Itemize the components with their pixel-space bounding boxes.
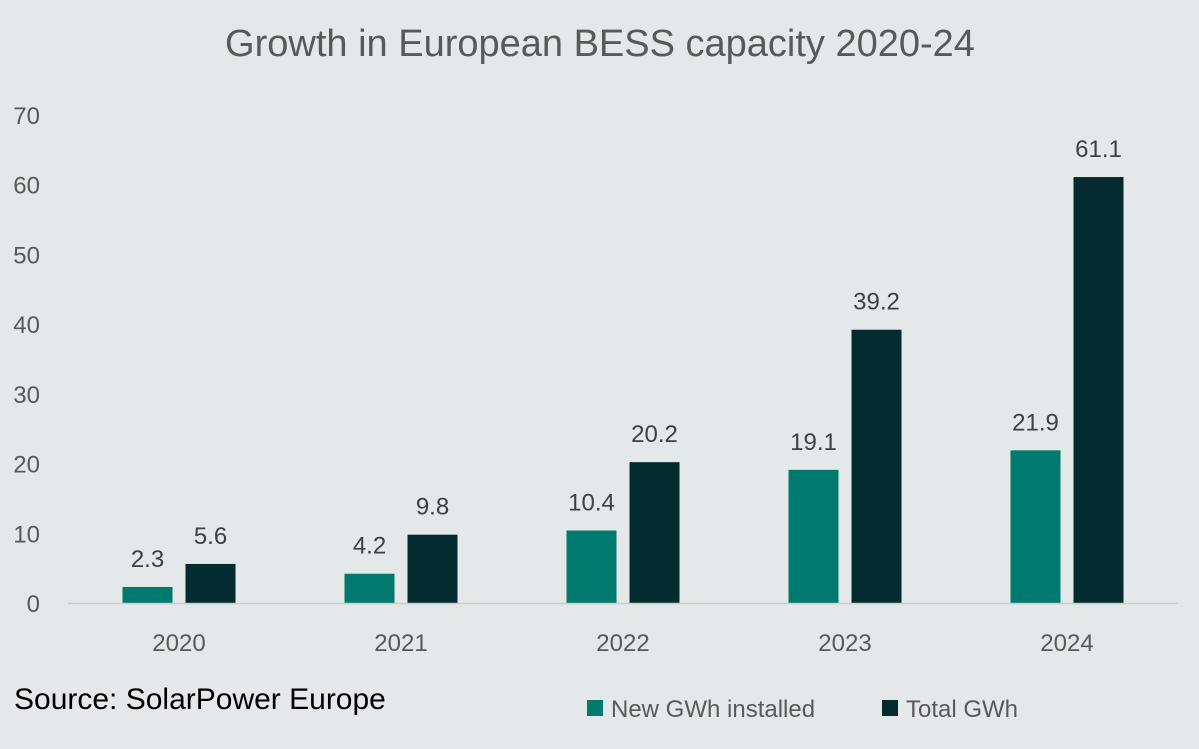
bar-total-2021 bbox=[407, 534, 458, 603]
y-tick-label: 0 bbox=[27, 591, 40, 618]
data-label-total-2022: 20.2 bbox=[631, 421, 678, 448]
y-tick-label: 10 bbox=[13, 521, 40, 548]
y-tick-label: 60 bbox=[13, 173, 40, 200]
data-label-total-2020: 5.6 bbox=[194, 523, 227, 550]
chart-title: Growth in European BESS capacity 2020-24 bbox=[225, 23, 975, 65]
bar-total-2023 bbox=[851, 329, 902, 603]
legend: New GWh installed Total GWh bbox=[587, 696, 1018, 723]
legend-label-new: New GWh installed bbox=[611, 696, 815, 723]
y-tick-label: 70 bbox=[13, 103, 40, 130]
y-tick-label: 50 bbox=[13, 242, 40, 269]
legend-label-total: Total GWh bbox=[906, 696, 1018, 723]
legend-swatch-new bbox=[587, 700, 603, 716]
bar-new-2021 bbox=[344, 573, 395, 603]
bar-new-2023 bbox=[788, 469, 839, 603]
data-label-new-2021: 4.2 bbox=[353, 533, 386, 560]
x-tick-label-2023: 2023 bbox=[818, 630, 871, 657]
bar-total-2024 bbox=[1073, 177, 1124, 603]
bar-total-2020 bbox=[185, 563, 236, 603]
x-tick-label-2021: 2021 bbox=[374, 630, 427, 657]
bar-new-2020 bbox=[122, 586, 173, 603]
source-text: Source: SolarPower Europe bbox=[14, 683, 386, 716]
data-label-total-2023: 39.2 bbox=[853, 289, 900, 316]
data-label-new-2023: 19.1 bbox=[790, 429, 837, 456]
y-tick-label: 30 bbox=[13, 382, 40, 409]
data-labels: 2.3 5.6 4.2 9.8 10.4 20.2 19.1 39.2 21.9 61.1 bbox=[131, 136, 1122, 573]
data-label-new-2022: 10.4 bbox=[568, 489, 615, 516]
x-tick-label-2024: 2024 bbox=[1040, 630, 1093, 657]
y-tick-label: 20 bbox=[13, 452, 40, 479]
x-axis: 2020 2021 2022 2023 2024 bbox=[152, 630, 1093, 657]
data-label-new-2024: 21.9 bbox=[1012, 409, 1059, 436]
bars bbox=[122, 177, 1124, 603]
data-label-total-2021: 9.8 bbox=[416, 494, 449, 521]
x-tick-label-2022: 2022 bbox=[596, 630, 649, 657]
data-label-new-2020: 2.3 bbox=[131, 546, 164, 573]
y-tick-label: 40 bbox=[13, 312, 40, 339]
x-tick-label-2020: 2020 bbox=[152, 630, 205, 657]
legend-swatch-total bbox=[882, 700, 898, 716]
data-label-total-2024: 61.1 bbox=[1075, 136, 1122, 163]
y-axis: 0 10 20 30 40 50 60 70 bbox=[13, 103, 40, 618]
bar-total-2022 bbox=[629, 462, 680, 603]
bar-new-2022 bbox=[566, 530, 617, 603]
bar-new-2024 bbox=[1010, 450, 1061, 603]
